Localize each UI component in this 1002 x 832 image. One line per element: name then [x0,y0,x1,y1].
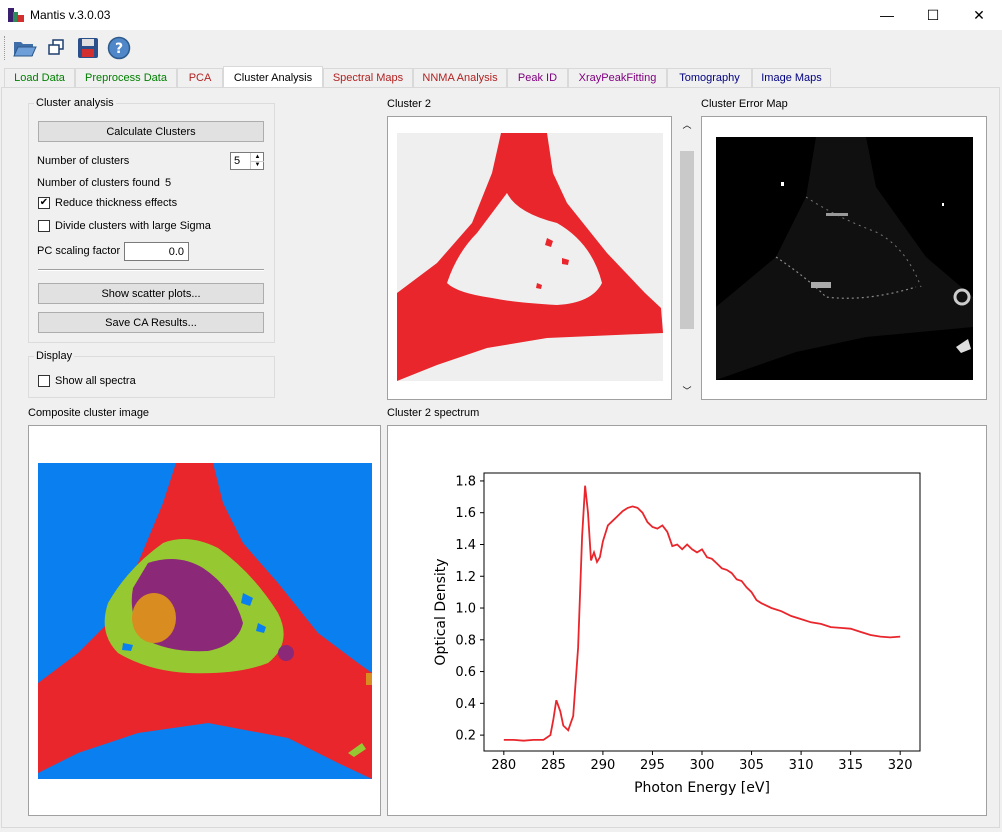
help-icon: ? [107,36,131,60]
number-of-clusters-spinbox[interactable]: 5 ▲ ▼ [230,152,264,170]
scrollbar-thumb[interactable] [680,151,694,329]
save-button[interactable] [75,35,101,61]
maximize-button[interactable]: ☐ [910,0,956,30]
tab-tomography[interactable]: Tomography [667,68,752,87]
mantis-app-icon [8,8,24,22]
y-tick-label: 1.6 [455,506,476,521]
spectrum-line [503,485,901,742]
close-icon: ✕ [973,6,985,23]
minimize-button[interactable]: — [864,0,910,30]
composite-cluster-map [38,463,372,779]
windows-icon [48,39,64,55]
x-tick-label: 290 [590,758,615,773]
x-tick-label: 320 [888,758,913,773]
scroll-up-icon[interactable]: ︿ [682,120,692,130]
display-group [28,356,275,398]
spin-up-icon[interactable]: ▲ [250,153,264,162]
windows-button[interactable] [44,35,70,61]
composite-image-title: Composite cluster image [28,407,150,419]
composite-image-frame [28,425,381,816]
display-group-label: Display [34,350,75,362]
help-button[interactable]: ? [106,35,132,61]
show-scatter-plots-label: Show scatter plots... [101,287,201,300]
y-tick-label: 1.2 [455,570,476,585]
spectrum-frame: 280 285 290 295 300 305 310 315 320 0.2 0.4 0.6 0.8 1… [387,425,987,816]
divide-sigma-checkbox[interactable] [38,220,50,232]
title-bar: Mantis v.3.0.03 — ☐ ✕ [0,0,1002,30]
show-all-spectra-label: Show all spectra [55,375,136,387]
x-tick-label: 310 [789,758,814,773]
clusters-found-label: Number of clusters found [37,177,160,189]
x-tick-label: 295 [640,758,665,773]
y-tick-label: 0.4 [455,697,476,712]
calculate-clusters-button[interactable]: Calculate Clusters [38,121,264,142]
toolbar [0,30,1002,66]
open-folder-button[interactable] [12,35,38,61]
error-map-frame [701,116,987,400]
pc-scaling-label: PC scaling factor [37,245,121,257]
open-folder-icon [13,42,37,57]
cluster-analysis-group [28,103,275,343]
show-scatter-plots-button[interactable]: Show scatter plots... [38,283,264,304]
checkmark-icon: ✔ [39,197,49,208]
cluster-error-map [716,137,973,380]
x-axis-label: Photon Energy [eV] [634,780,770,796]
y-tick-label: 1.0 [455,602,476,617]
tab-xraypeakfitting[interactable]: XrayPeakFitting [568,68,667,87]
tab-load-data[interactable]: Load Data [4,68,75,87]
pc-scaling-input[interactable]: 0.0 [124,242,189,261]
spin-down-icon[interactable]: ▼ [250,161,264,169]
reduce-thickness-checkbox[interactable]: ✔ [38,197,50,209]
cluster-selector-scrollbar[interactable]: ︿ ﹀ [679,116,695,400]
y-axis-label: Optical Density [433,558,449,665]
tab-spectral-maps[interactable]: Spectral Maps [323,68,413,87]
cluster-2-map [397,133,663,381]
show-all-spectra-checkbox[interactable] [38,375,50,387]
tab-image-maps[interactable]: Image Maps [752,68,831,87]
separator-line [38,269,264,271]
tab-peak-id[interactable]: Peak ID [507,68,568,87]
number-of-clusters-label: Number of clusters [37,155,130,167]
y-tick-label: 0.6 [455,665,476,680]
clusters-found-value: 5 [165,177,172,189]
minimize-icon: — [880,7,894,23]
x-tick-label: 280 [491,758,516,773]
close-button[interactable]: ✕ [956,0,1002,30]
tab-preprocess-data[interactable]: Preprocess Data [75,68,177,87]
cluster-image-title: Cluster 2 [387,98,432,110]
cluster-image-frame [387,116,672,400]
y-tick-label: 0.2 [455,729,476,744]
plot-area [483,472,921,752]
x-tick-label: 285 [541,758,566,773]
pc-scaling-value: 0.0 [168,246,184,258]
reduce-thickness-label: Reduce thickness effects [55,197,178,209]
x-tick-label: 300 [690,758,715,773]
divide-sigma-label: Divide clusters with large Sigma [55,220,211,232]
save-icon [78,38,98,58]
y-tick-label: 1.4 [455,538,476,553]
save-ca-results-label: Save CA Results... [105,316,197,329]
calculate-clusters-label: Calculate Clusters [106,125,196,138]
x-tick-label: 315 [838,758,863,773]
maximize-icon: ☐ [926,6,940,23]
y-tick-label: 0.8 [455,633,476,648]
scroll-down-icon[interactable]: ﹀ [682,386,692,396]
svg-text:?: ? [115,41,123,57]
x-tick-label: 305 [739,758,764,773]
y-tick-label: 1.8 [455,474,476,489]
spectrum-title: Cluster 2 spectrum [387,407,480,419]
tab-pca[interactable]: PCA [177,68,223,87]
save-ca-results-button[interactable]: Save CA Results... [38,312,264,333]
cluster-spectrum-chart: 280 285 290 295 300 305 310 315 320 0.2 0.4 0.6 0.8 1… [433,472,921,796]
cluster-analysis-group-label: Cluster analysis [34,97,116,109]
window-title: Mantis v.3.0.03 [30,8,111,22]
tab-nnma-analysis[interactable]: NNMA Analysis [413,68,507,87]
number-of-clusters-value: 5 [234,155,241,167]
tab-cluster-analysis[interactable]: Cluster Analysis [223,66,323,88]
error-map-title: Cluster Error Map [701,98,788,110]
toolbar-grip [4,36,7,60]
